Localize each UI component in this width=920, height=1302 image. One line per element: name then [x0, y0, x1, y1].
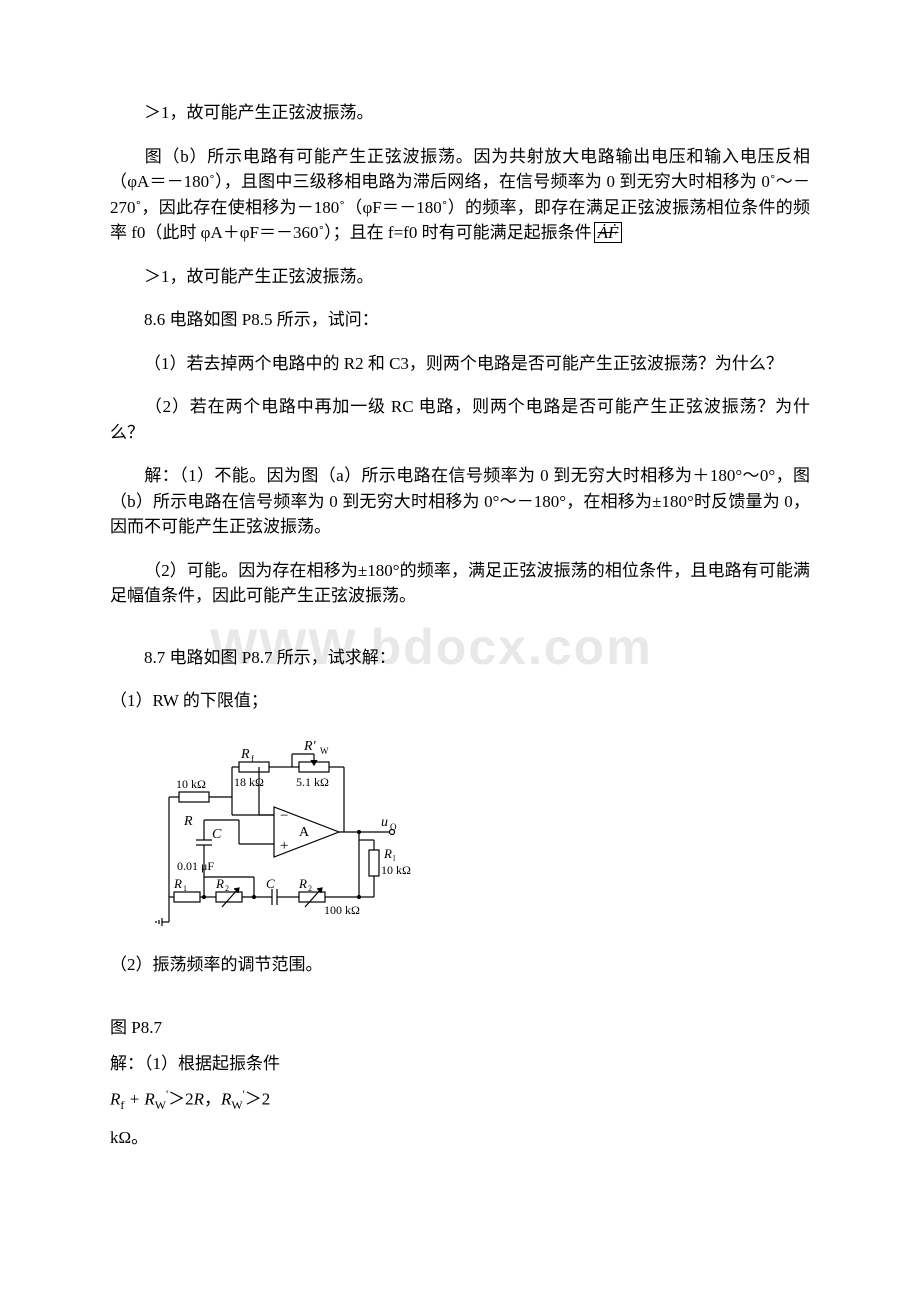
svg-text:−: −: [280, 808, 288, 824]
svg-text:5.1 kΩ: 5.1 kΩ: [296, 775, 329, 789]
svg-text:l: l: [393, 854, 396, 863]
main-content: ＞1，故可能产生正弦波振荡。 图（b）所示电路有可能产生正弦波振荡。因为共射放大…: [110, 100, 810, 1150]
opamp-label: A: [299, 825, 310, 840]
para-2: 图（b）所示电路有可能产生正弦波振荡。因为共射放大电路输出电压和输入电压反相（φ…: [110, 144, 810, 246]
svg-text:100 kΩ: 100 kΩ: [324, 903, 360, 917]
svg-text:O: O: [390, 822, 397, 832]
svg-text:R: R: [173, 876, 182, 891]
para-8: （2）可能。因为存在相移为±180°的频率，满足正弦波振荡的相位条件，且电路有可…: [110, 558, 810, 609]
fig-label: 图 P8.7: [110, 1015, 810, 1041]
circuit-svg: A − + u O R f 18 k: [144, 732, 444, 942]
svg-text:C: C: [212, 827, 222, 842]
para-5-text: （1）若去掉两个电路中的 R2 和 C3，则两个电路是否可能产生正弦波振荡？为什…: [144, 354, 783, 373]
solution-intro: 解：（1）根据起振条件: [110, 1051, 810, 1077]
para-10: （1）RW 的下限值；: [110, 688, 810, 714]
svg-text:R: R: [215, 876, 224, 891]
svg-text:R: R: [183, 814, 193, 829]
para-9: 8.7 电路如图 P8.7 所示，试求解：: [110, 645, 810, 671]
formula-line: Rf + RW'＞2R，RW'＞2: [110, 1086, 810, 1115]
svg-text:18 kΩ: 18 kΩ: [234, 775, 264, 789]
unit-line: kΩ。: [110, 1125, 810, 1151]
para-4: 8.6 电路如图 P8.5 所示，试问：: [110, 307, 810, 333]
formula-math: R: [110, 1090, 120, 1109]
svg-text:10 kΩ: 10 kΩ: [381, 863, 411, 877]
para-6-text: （2）若在两个电路中再加一级 RC 电路，则两个电路是否可能产生正弦波振荡？为什…: [110, 397, 810, 442]
para-1: ＞1，故可能产生正弦波振荡。: [110, 100, 810, 126]
para-2-text: 图（b）所示电路有可能产生正弦波振荡。因为共射放大电路输出电压和输入电压反相（φ…: [110, 147, 810, 243]
svg-text:R: R: [383, 846, 392, 861]
svg-text:R: R: [240, 747, 250, 762]
svg-text:C: C: [266, 876, 275, 891]
svg-text:+: +: [280, 838, 288, 854]
para-7: 解：（1）不能。因为图（a）所示电路在信号频率为 0 到无穷大时相移为＋180°…: [110, 463, 810, 540]
svg-text:1: 1: [183, 884, 187, 893]
svg-text:R: R: [298, 876, 307, 891]
svg-text:W: W: [320, 746, 329, 756]
svg-text:2: 2: [308, 884, 312, 893]
svg-text:2: 2: [225, 884, 229, 893]
para-3: ＞1，故可能产生正弦波振荡。: [110, 264, 810, 290]
para-8-text: （2）可能。因为存在相移为±180°的频率，满足正弦波振荡的相位条件，且电路有可…: [110, 561, 810, 606]
svg-text:0.01 μF: 0.01 μF: [177, 859, 214, 873]
svg-text:u: u: [381, 815, 388, 830]
para-11: （2）振荡频率的调节范围。: [110, 952, 810, 978]
svg-text:10 kΩ: 10 kΩ: [176, 777, 206, 791]
af-symbol-1: ȦḞ: [594, 222, 623, 243]
para-6: （2）若在两个电路中再加一级 RC 电路，则两个电路是否可能产生正弦波振荡？为什…: [110, 394, 810, 445]
svg-text:R': R': [303, 739, 317, 754]
para-7-text: 解：（1）不能。因为图（a）所示电路在信号频率为 0 到无穷大时相移为＋180°…: [110, 466, 810, 536]
circuit-diagram: A − + u O R f 18 k: [144, 732, 810, 942]
svg-text:f: f: [251, 754, 254, 764]
para-5: （1）若去掉两个电路中的 R2 和 C3，则两个电路是否可能产生正弦波振荡？为什…: [110, 351, 810, 377]
